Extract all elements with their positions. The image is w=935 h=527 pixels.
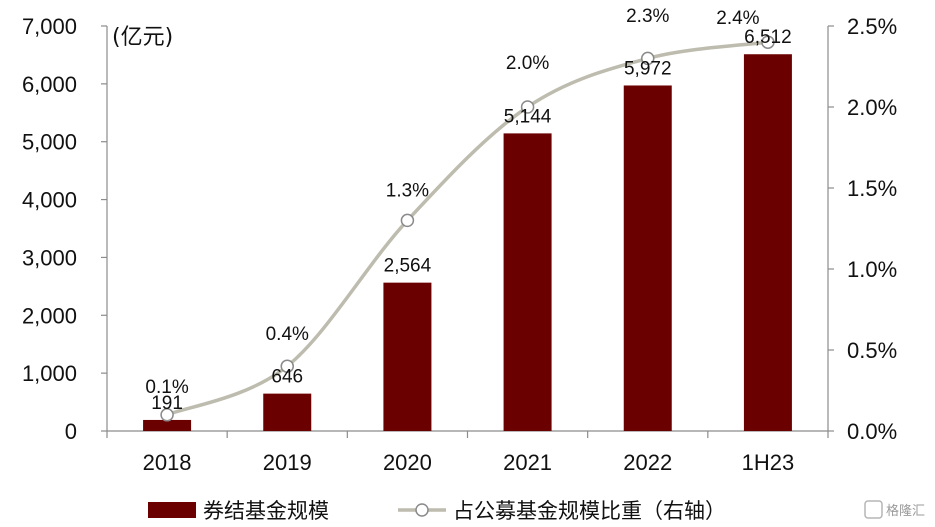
x-tick-label: 2018 — [143, 450, 192, 475]
x-tick-label: 2020 — [383, 450, 432, 475]
left-tick-label: 6,000 — [22, 72, 77, 97]
right-tick-label: 0.0% — [847, 419, 897, 444]
bar — [383, 282, 432, 431]
bar — [623, 85, 672, 431]
data-labels: 191 646 2,564 5,144 5,972 6,512 0.1% 0.4% 1.3% 2.… — [145, 6, 791, 414]
bar-value-label: 5,144 — [504, 106, 552, 127]
bars — [143, 54, 792, 432]
line-value-label: 1.3% — [386, 180, 429, 201]
line-point — [160, 408, 174, 422]
x-tick-label: 2019 — [263, 450, 312, 475]
left-axis-unit: (亿元) — [112, 25, 173, 50]
watermark: 格隆汇 — [864, 500, 925, 519]
line-point — [641, 51, 655, 66]
bar-value-label: 2,564 — [384, 256, 432, 277]
bar-value-label: 646 — [271, 367, 303, 388]
legend-line-label: 占公募基金规模比重（右轴） — [453, 499, 726, 523]
bar-value-label: 191 — [151, 393, 183, 414]
bar — [143, 419, 192, 431]
line-value-label: 2.4% — [716, 8, 759, 29]
line-point — [280, 359, 294, 373]
legend-line-marker — [415, 503, 429, 517]
line-value-label: 2.0% — [506, 53, 549, 74]
line-value-label: 0.4% — [266, 324, 309, 345]
watermark-logo-icon — [864, 500, 883, 519]
right-tick-label: 2.0% — [847, 95, 897, 120]
line-point — [761, 35, 775, 49]
line-point — [400, 213, 415, 228]
line-point — [520, 100, 535, 114]
right-tick-label: 2.5% — [847, 14, 897, 39]
x-tick-label: 1H23 — [742, 450, 795, 475]
left-tick-label: 0 — [65, 419, 77, 444]
left-tick-label: 5,000 — [22, 130, 77, 155]
right-tick-label: 1.5% — [847, 176, 897, 201]
x-tick-label: 2022 — [623, 450, 672, 475]
bar-value-label: 6,512 — [744, 27, 792, 48]
line-value-label: 0.1% — [145, 377, 188, 398]
right-tick-label: 1.0% — [847, 257, 897, 282]
bar — [263, 393, 312, 431]
line-value-label: 2.3% — [626, 6, 669, 27]
bar — [503, 133, 552, 431]
bar — [743, 54, 792, 432]
share-line — [166, 40, 769, 417]
legend-bar-label: 券结基金规模 — [203, 499, 329, 523]
line-series — [160, 35, 775, 422]
left-tick-label: 2,000 — [22, 303, 77, 328]
legend: 券结基金规模 占公募基金规模比重（右轴） — [148, 499, 726, 523]
right-tick-label: 0.5% — [847, 338, 897, 363]
watermark-text: 格隆汇 — [886, 503, 925, 519]
left-tick-label: 3,000 — [22, 245, 77, 270]
bar-value-label: 5,972 — [624, 58, 672, 79]
left-tick-label: 4,000 — [22, 188, 77, 213]
left-tick-label: 1,000 — [22, 361, 77, 386]
axes: 0 1,000 2,000 3,000 4,000 5,000 6,000 7,000 0.0%… — [22, 14, 897, 475]
left-tick-label: 7,000 — [22, 14, 77, 39]
x-tick-label: 2021 — [503, 450, 552, 475]
legend-bar-swatch — [148, 502, 196, 518]
